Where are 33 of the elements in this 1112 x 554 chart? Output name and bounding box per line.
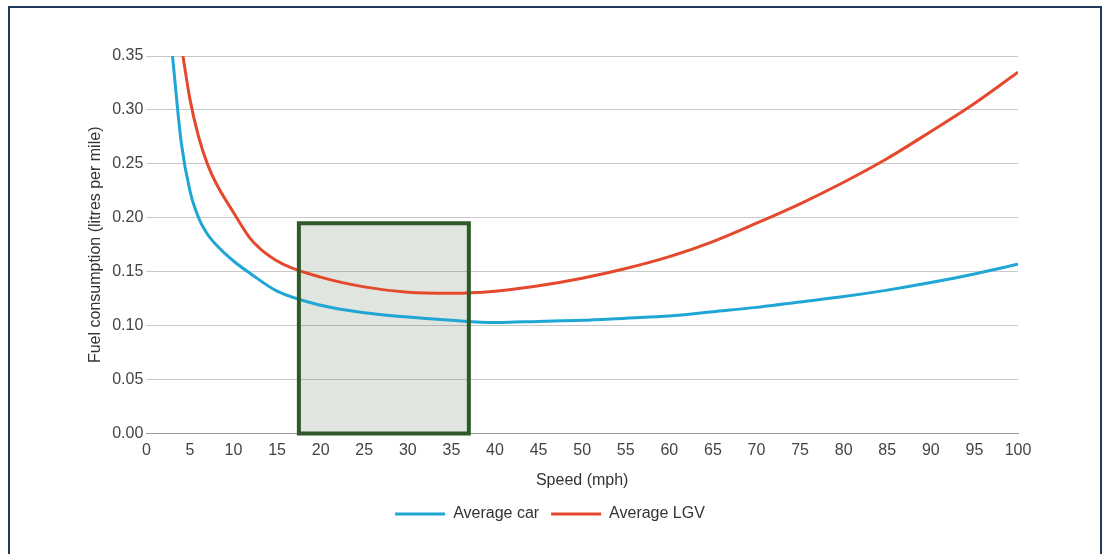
y-tick-label: 0.25 bbox=[112, 154, 144, 172]
x-tick-label: 0 bbox=[141, 440, 151, 458]
x-tick-label: 25 bbox=[355, 440, 374, 458]
x-tick-label: 70 bbox=[747, 440, 766, 458]
x-tick-label: 65 bbox=[704, 440, 722, 458]
x-tick-label: 90 bbox=[921, 440, 940, 458]
x-tick-label: 55 bbox=[616, 440, 635, 458]
x-tick-label: 50 bbox=[573, 440, 592, 458]
y-tick-label: 0.00 bbox=[112, 424, 144, 442]
x-tick-label: 95 bbox=[965, 440, 984, 458]
legend-label: Average LGV bbox=[609, 504, 706, 522]
x-tick-label: 40 bbox=[486, 440, 504, 458]
x-tick-label: 30 bbox=[398, 440, 417, 458]
x-tick-label: 5 bbox=[185, 440, 195, 458]
y-tick-label: 0.15 bbox=[112, 262, 144, 280]
x-tick-label: 60 bbox=[660, 440, 679, 458]
x-tick-label: 15 bbox=[268, 440, 287, 458]
x-tick-label: 80 bbox=[834, 440, 853, 458]
y-tick-label: 0.10 bbox=[112, 316, 144, 334]
x-tick-label: 20 bbox=[311, 440, 330, 458]
x-tick-label: 45 bbox=[529, 440, 548, 458]
y-axis-title: Fuel consumption (litres per mile) bbox=[86, 126, 104, 364]
y-tick-label: 0.05 bbox=[112, 370, 144, 388]
y-tick-label: 0.20 bbox=[112, 208, 144, 226]
x-tick-label: 10 bbox=[224, 440, 243, 458]
legend-label: Average car bbox=[453, 504, 540, 522]
x-tick-label: 75 bbox=[791, 440, 810, 458]
y-tick-label: 0.30 bbox=[112, 100, 144, 118]
y-tick-label: 0.35 bbox=[112, 46, 144, 64]
x-tick-label: 35 bbox=[442, 440, 461, 458]
x-axis-title: Speed (mph) bbox=[535, 470, 629, 488]
x-tick-label: 85 bbox=[878, 440, 897, 458]
x-tick-label: 100 bbox=[1004, 440, 1032, 458]
